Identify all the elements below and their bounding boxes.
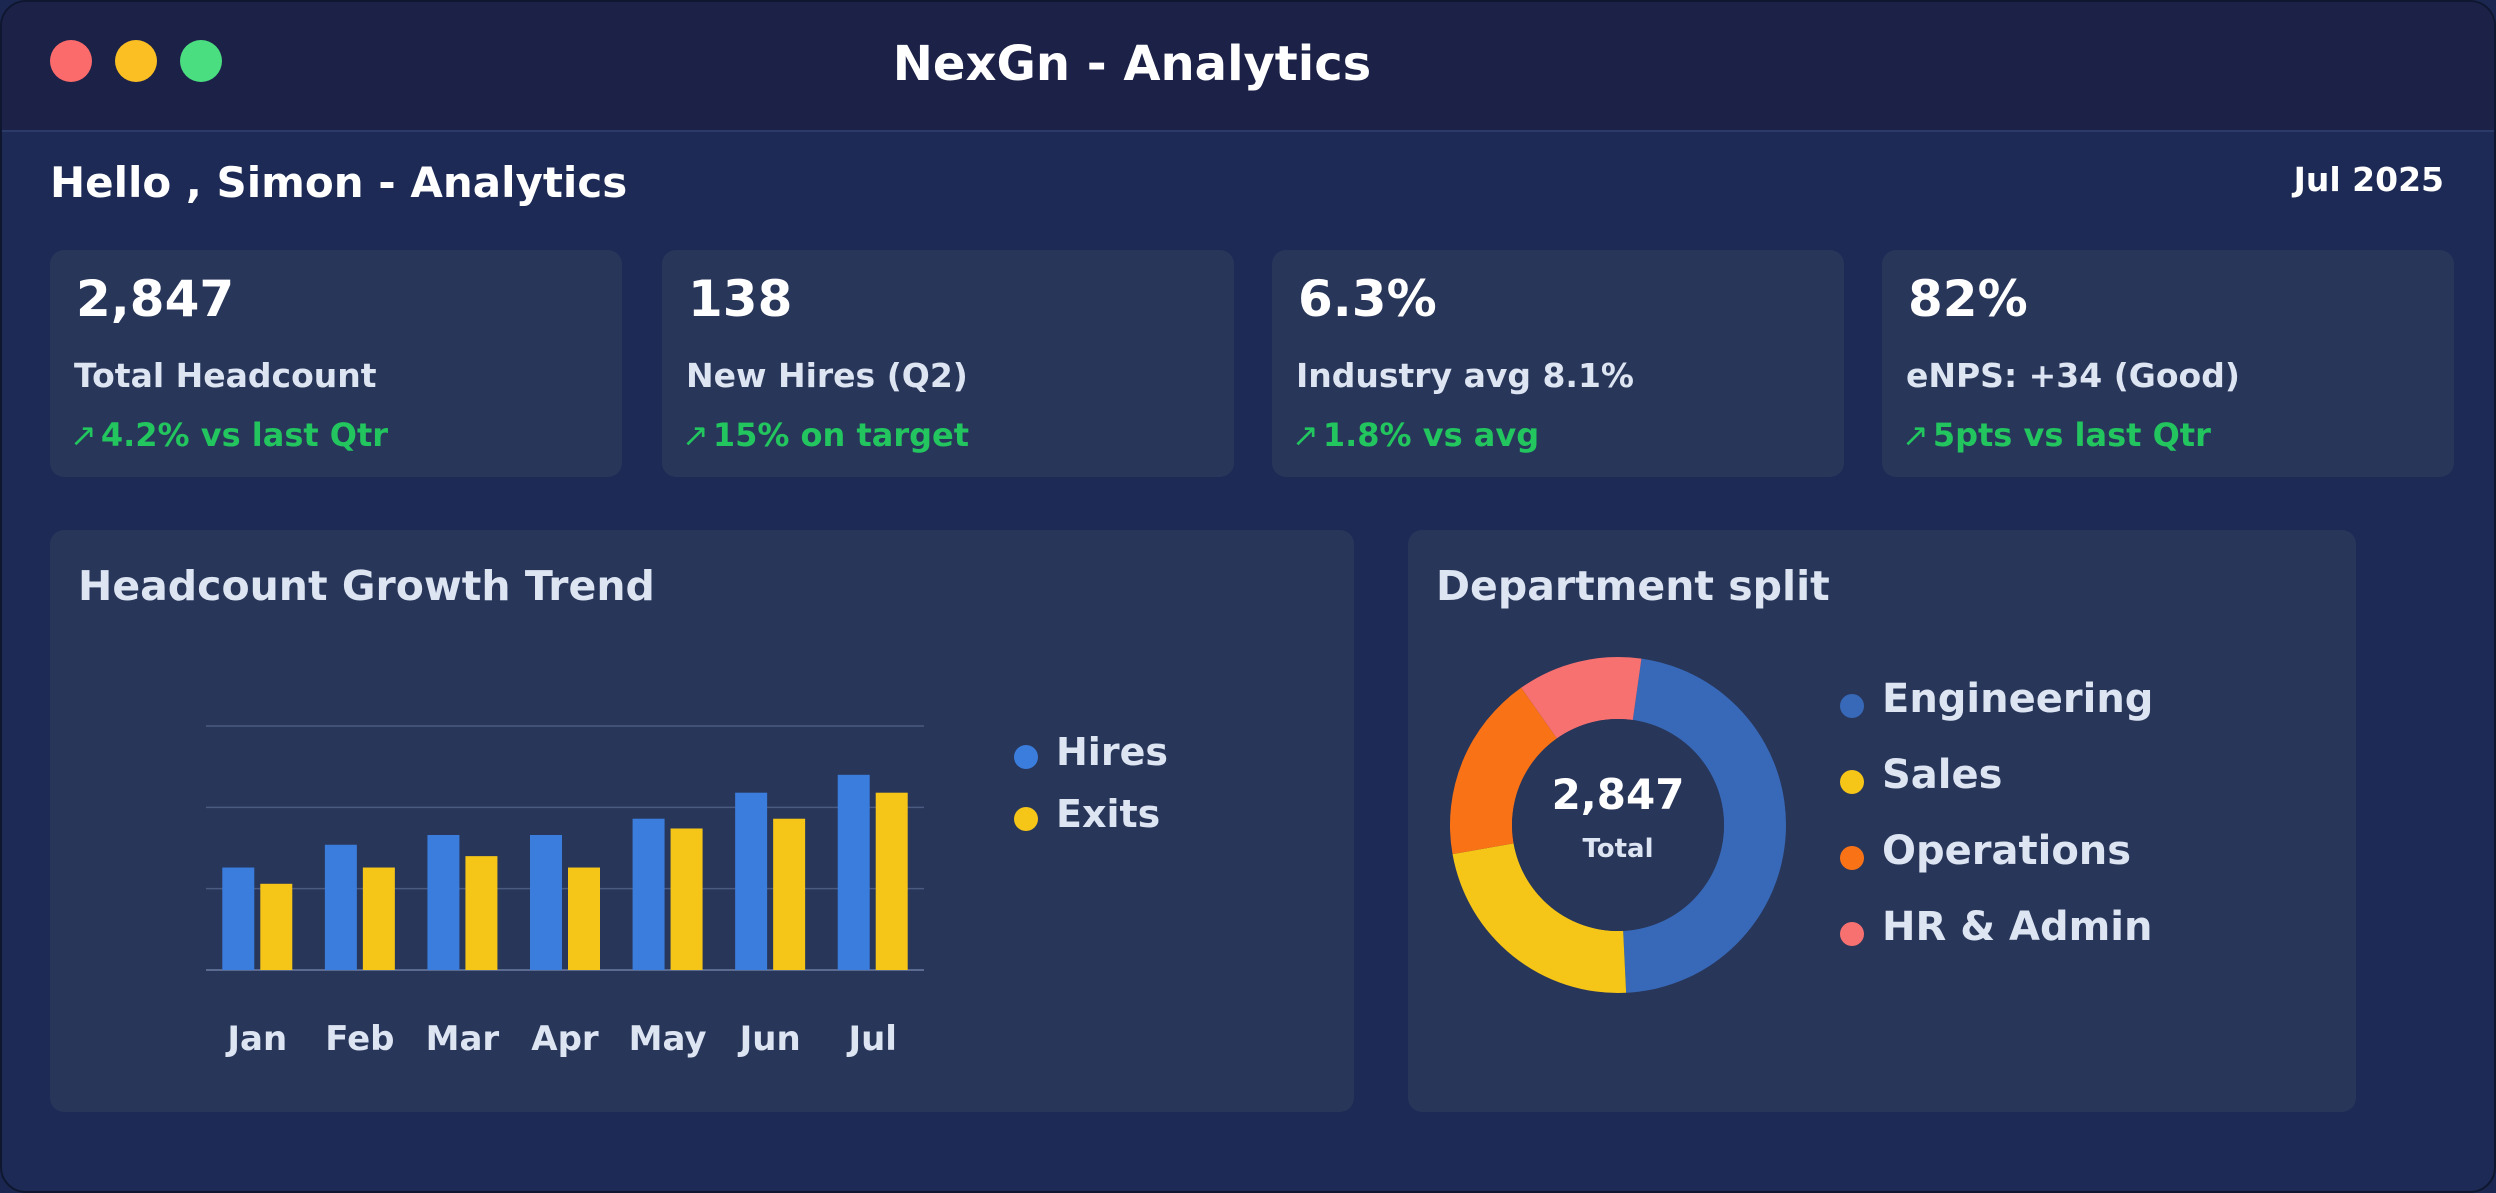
kpi-card-new-hires[interactable]: 138 New Hires (Q2) ↗ 15% on target — [662, 250, 1234, 477]
bar-hires-may[interactable] — [632, 818, 665, 970]
bar-exits-feb[interactable] — [362, 867, 395, 970]
greeting-heading: Hello , Simon - Analytics — [50, 158, 628, 207]
donut-center-value: 2,847 — [1552, 770, 1685, 819]
legend-dot-exits — [1014, 807, 1038, 831]
legend-label: Exits — [1056, 792, 1161, 836]
bar-hires-apr[interactable] — [530, 834, 562, 970]
legend-dot-hires — [1014, 745, 1038, 769]
trend-up-icon: ↗ — [1902, 416, 1929, 454]
bar-exits-apr[interactable] — [568, 867, 600, 970]
legend-label: Hires — [1056, 730, 1168, 774]
bar-hires-jun[interactable] — [735, 792, 768, 970]
kpi-delta: ↗ 15% on target — [682, 416, 969, 454]
legend-dot-engineering — [1840, 694, 1864, 718]
donut-slice-sales[interactable] — [1452, 843, 1627, 993]
bar-exits-mar[interactable] — [465, 856, 498, 970]
bar-hires-feb[interactable] — [324, 844, 357, 970]
x-tick-label: Jun — [738, 1019, 801, 1059]
trend-up-icon: ↗ — [1292, 416, 1319, 454]
legend-label: Operations — [1882, 828, 2132, 874]
legend-label: Engineering — [1882, 676, 2154, 722]
x-tick-label: May — [629, 1019, 707, 1059]
legend-dot-operations — [1840, 846, 1864, 870]
kpi-label: Industry avg 8.1% — [1296, 356, 1634, 395]
donut-center-label: Total — [1582, 834, 1653, 864]
kpi-label: New Hires (Q2) — [686, 356, 968, 395]
bar-exits-jun[interactable] — [773, 818, 806, 970]
kpi-delta-text: 1.8% vs avg — [1322, 416, 1540, 454]
kpi-value: 138 — [688, 270, 793, 328]
panel-title: Department split — [1436, 562, 1830, 610]
donut-slice-hr-admin[interactable] — [1521, 657, 1642, 739]
department-donut-chart: 2,847 Total — [1450, 657, 1786, 993]
kpi-value: 6.3% — [1298, 270, 1437, 328]
minimize-window-button[interactable] — [115, 40, 157, 82]
window-title: NexGn - Analytics — [892, 36, 1372, 92]
bar-hires-jul[interactable] — [837, 774, 870, 970]
bar-exits-may[interactable] — [670, 828, 703, 970]
bar-hires-jan[interactable] — [222, 867, 255, 970]
x-tick-label: Feb — [325, 1019, 394, 1059]
kpi-label: eNPS: +34 (Good) — [1906, 356, 2240, 395]
donut-slice-engineering[interactable] — [1623, 658, 1786, 993]
x-tick-label: Jan — [225, 1019, 287, 1059]
x-tick-label: Jul — [846, 1019, 897, 1059]
trend-up-icon: ↗ — [682, 416, 709, 454]
kpi-value: 82% — [1908, 270, 2028, 328]
kpi-delta: ↗ 1.8% vs avg — [1292, 416, 1539, 454]
kpi-delta-text: 4.2% vs last Qtr — [100, 416, 389, 454]
kpi-card-engagement[interactable]: 82% eNPS: +34 (Good) ↗ 5pts vs last Qtr — [1882, 250, 2454, 477]
department-split-panel: Department split 2,847 Total Engineering … — [1408, 530, 2356, 1112]
x-tick-label: Apr — [531, 1019, 599, 1059]
period-label: Jul 2025 — [2293, 160, 2444, 199]
donut-slice-operations[interactable] — [1450, 687, 1557, 855]
kpi-value: 2,847 — [76, 270, 235, 328]
kpi-card-attrition[interactable]: 6.3% Industry avg 8.1% ↗ 1.8% vs avg — [1272, 250, 1844, 477]
legend-dot-sales — [1840, 770, 1864, 794]
panel-title: Headcount Growth Trend — [78, 562, 655, 610]
kpi-delta-text: 15% on target — [712, 416, 970, 454]
legend-label: HR & Admin — [1882, 904, 2153, 950]
x-tick-label: Mar — [426, 1019, 500, 1059]
bar-exits-jan[interactable] — [260, 883, 293, 970]
trend-up-icon: ↗ — [70, 416, 97, 454]
legend-label: Sales — [1882, 752, 2003, 798]
kpi-delta: ↗ 4.2% vs last Qtr — [70, 416, 388, 454]
bar-exits-jul[interactable] — [875, 792, 908, 970]
bar-hires-mar[interactable] — [427, 834, 460, 970]
kpi-delta: ↗ 5pts vs last Qtr — [1902, 416, 2211, 454]
kpi-delta-text: 5pts vs last Qtr — [1932, 416, 2211, 454]
kpi-label: Total Headcount — [74, 356, 377, 395]
close-window-button[interactable] — [50, 40, 92, 82]
headcount-growth-panel: Headcount Growth Trend Jan Feb Mar Apr May Ju… — [50, 530, 1354, 1112]
maximize-window-button[interactable] — [180, 40, 222, 82]
legend-dot-hr-admin — [1840, 922, 1864, 946]
headcount-bar-chart: Jan Feb Mar Apr May Jun Jul — [206, 725, 924, 1059]
kpi-card-headcount[interactable]: 2,847 Total Headcount ↗ 4.2% vs last Qtr — [50, 250, 622, 477]
title-bar: NexGn - Analytics — [2, 2, 2494, 132]
